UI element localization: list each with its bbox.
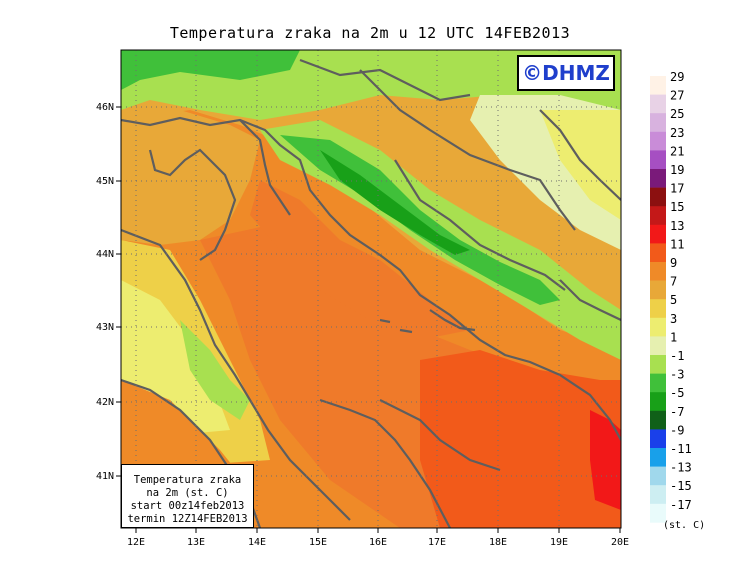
colorbar-swatch (650, 392, 666, 412)
colorbar-label: -15 (670, 479, 692, 493)
longitude-labels: 12E 13E 14E 15E 16E 17E 18E 19E 20E (127, 537, 629, 548)
colorbar-unit: (st. C) (663, 520, 705, 531)
colorbar-label: -9 (670, 423, 684, 437)
colorbar-label: 25 (670, 107, 684, 121)
map-frame (120, 49, 622, 529)
lon-label: 20E (611, 537, 629, 548)
colorbar-label: 3 (670, 312, 677, 326)
latitude-labels: 46N 45N 44N 43N 42N 41N (96, 102, 114, 482)
colorbar-swatch (650, 113, 666, 133)
colorbar-swatch (650, 76, 666, 95)
colorbar-label: 15 (670, 200, 684, 214)
lat-label: 41N (96, 471, 114, 482)
colorbar-swatch (650, 336, 666, 356)
lon-label: 12E (127, 537, 145, 548)
colorbar-swatch (650, 206, 666, 226)
colorbar: 29 27 25 23 21 19 17 15 13 11 9 7 5 3 1 -1 -3 -5 -7 -9 -11 -1… (650, 70, 692, 523)
colorbar-swatch (650, 169, 666, 188)
colorbar-swatch (650, 503, 666, 523)
colorbar-swatch (650, 410, 666, 430)
colorbar-swatch (650, 429, 666, 449)
colorbar-label: 13 (670, 219, 684, 233)
axis-ticks (116, 106, 621, 533)
info-line: Temperatura zraka (133, 474, 242, 486)
temperature-field (121, 50, 621, 528)
colorbar-label: 27 (670, 89, 684, 103)
lat-label: 44N (96, 249, 114, 260)
colorbar-label: -7 (670, 405, 684, 419)
colorbar-label: -5 (670, 386, 684, 400)
colorbar-swatch (650, 224, 666, 244)
colorbar-swatch (650, 448, 666, 467)
colorbar-swatch (650, 299, 666, 319)
lon-label: 14E (248, 537, 266, 548)
lat-label: 46N (96, 102, 114, 113)
lon-label: 15E (309, 537, 327, 548)
lon-label: 18E (489, 537, 507, 548)
colorbar-swatch (650, 243, 666, 263)
colorbar-label: -11 (670, 442, 692, 456)
colorbar-label: -17 (670, 498, 692, 512)
colorbar-swatch (650, 317, 666, 337)
colorbar-label: -13 (670, 461, 692, 475)
colorbar-swatch (650, 187, 666, 207)
legend-info-box: Temperatura zraka na 2m (st. C) start 00… (121, 464, 254, 528)
info-line: start 00z14feb2013 (130, 500, 245, 512)
colorbar-label: 7 (670, 275, 677, 289)
colorbar-label: 9 (670, 256, 677, 270)
colorbar-swatch (650, 262, 666, 281)
colorbar-label: 21 (670, 144, 684, 158)
colorbar-label: 23 (670, 126, 684, 140)
colorbar-swatch (650, 485, 666, 505)
colorbar-swatch (650, 373, 666, 393)
colorbar-swatch (650, 355, 666, 374)
info-line: termin 12Z14FEB2013 (127, 513, 248, 525)
colorbar-label: 19 (670, 163, 684, 177)
colorbar-swatch (650, 280, 666, 300)
lat-label: 43N (96, 322, 114, 333)
colorbar-swatch (650, 150, 666, 170)
dhmz-watermark: ©DHMZ (517, 55, 615, 91)
info-line: na 2m (st. C) (146, 487, 229, 499)
graticule (121, 50, 621, 528)
lon-label: 17E (428, 537, 446, 548)
colorbar-label: -1 (670, 349, 684, 363)
colorbar-label: 1 (670, 330, 677, 344)
colorbar-label: 5 (670, 293, 677, 307)
colorbar-label: -3 (670, 368, 684, 382)
colorbar-label: 17 (670, 182, 684, 196)
lon-label: 19E (550, 537, 568, 548)
colorbar-swatch (650, 94, 666, 114)
colorbar-label: 11 (670, 237, 684, 251)
lat-label: 42N (96, 397, 114, 408)
lat-label: 45N (96, 176, 114, 187)
colorbar-swatch (650, 131, 666, 151)
lon-label: 16E (369, 537, 387, 548)
colorbar-swatch (650, 466, 666, 486)
colorbar-label: 29 (670, 70, 684, 84)
lon-label: 13E (187, 537, 205, 548)
map-title: Temperatura zraka na 2m u 12 UTC 14FEB20… (169, 24, 571, 42)
